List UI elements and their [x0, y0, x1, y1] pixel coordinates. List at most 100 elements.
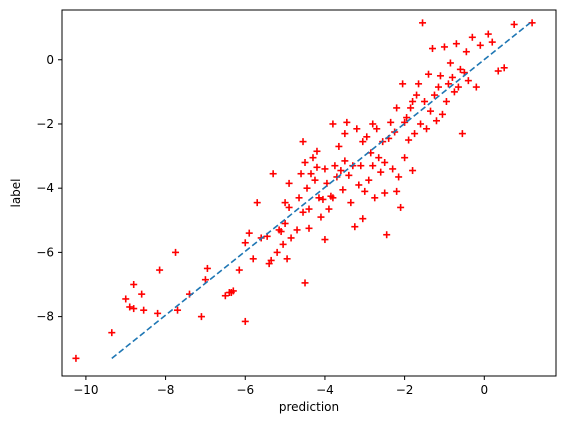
data-point	[363, 133, 371, 141]
data-point	[484, 30, 492, 38]
data-point	[299, 138, 307, 146]
data-point	[335, 142, 343, 150]
data-point	[393, 187, 401, 195]
data-point	[72, 354, 80, 362]
data-point	[405, 136, 413, 144]
data-point	[225, 289, 233, 297]
data-point	[249, 255, 257, 263]
reference-line-layer	[111, 22, 531, 359]
data-point	[172, 248, 180, 256]
data-point	[403, 114, 411, 122]
data-point	[321, 165, 329, 173]
data-point	[329, 120, 337, 128]
data-point	[138, 290, 146, 298]
data-point	[448, 73, 456, 81]
data-point	[407, 104, 415, 112]
data-point	[241, 317, 249, 325]
data-point	[283, 255, 291, 263]
data-point	[369, 120, 377, 128]
data-point	[476, 41, 484, 49]
data-point	[140, 306, 148, 314]
data-point	[401, 154, 409, 162]
data-point	[383, 231, 391, 239]
plot-area-frame	[61, 9, 557, 377]
data-point	[442, 98, 450, 105]
data-point	[436, 72, 444, 80]
data-point	[395, 173, 403, 181]
data-point	[464, 77, 472, 85]
data-point	[325, 205, 333, 213]
data-point	[197, 313, 205, 321]
x-tick-label: −6	[236, 383, 254, 397]
data-point	[343, 118, 351, 126]
data-point	[293, 226, 301, 234]
data-point	[375, 154, 383, 162]
data-point	[401, 118, 409, 126]
data-point	[301, 159, 309, 166]
data-point	[315, 194, 323, 202]
data-point	[415, 80, 423, 88]
data-point	[381, 189, 389, 197]
data-point	[411, 130, 419, 138]
data-point	[156, 266, 164, 274]
data-point	[203, 264, 211, 272]
data-point	[488, 38, 496, 46]
y-tick-label: −2	[36, 117, 54, 131]
data-point	[287, 234, 295, 242]
y-axis-ticks: −8 −6 −4 −2 0	[36, 53, 62, 324]
points-layer	[72, 19, 536, 362]
data-point	[331, 162, 339, 170]
data-point	[446, 59, 454, 67]
data-point	[452, 40, 460, 48]
data-point	[221, 292, 229, 300]
data-point	[450, 88, 458, 96]
data-point	[357, 162, 365, 170]
reference-line	[111, 22, 531, 359]
data-point	[339, 186, 347, 194]
y-axis-label: label	[9, 178, 23, 207]
data-point	[273, 248, 281, 256]
x-tick-label: −4	[316, 383, 334, 397]
x-axis-ticks: −10 −8 −6 −4 −2 0	[73, 376, 488, 397]
data-point	[281, 199, 289, 207]
data-point	[311, 176, 319, 184]
data-point	[440, 43, 448, 51]
data-point	[355, 181, 363, 189]
data-point	[130, 305, 138, 313]
data-point	[371, 194, 379, 202]
data-point	[253, 199, 261, 207]
data-point	[285, 179, 293, 187]
data-point	[409, 167, 417, 175]
data-point	[245, 229, 253, 237]
data-point	[341, 130, 349, 138]
y-tick-label: −8	[36, 310, 54, 324]
data-point	[305, 224, 313, 232]
data-point	[381, 159, 389, 166]
data-point	[462, 48, 470, 56]
data-point	[347, 199, 355, 207]
data-point	[201, 276, 209, 284]
data-point	[427, 107, 435, 115]
data-point	[277, 228, 285, 236]
data-point	[387, 118, 395, 126]
data-point	[399, 80, 407, 88]
data-point	[472, 83, 480, 91]
data-point	[454, 83, 462, 91]
data-point	[329, 194, 337, 202]
data-point	[317, 213, 325, 221]
data-point	[319, 195, 327, 203]
data-point	[126, 303, 134, 311]
data-point	[351, 223, 359, 231]
data-point	[510, 20, 518, 28]
data-point	[393, 104, 401, 112]
data-point	[434, 83, 442, 91]
data-point	[122, 295, 130, 303]
x-axis-label: prediction	[279, 400, 339, 414]
data-point	[429, 45, 436, 53]
data-point	[241, 239, 249, 247]
data-point	[309, 154, 317, 162]
x-tick-label: −10	[73, 383, 98, 397]
data-point	[494, 67, 502, 75]
data-point	[154, 309, 162, 317]
data-point	[417, 120, 425, 128]
